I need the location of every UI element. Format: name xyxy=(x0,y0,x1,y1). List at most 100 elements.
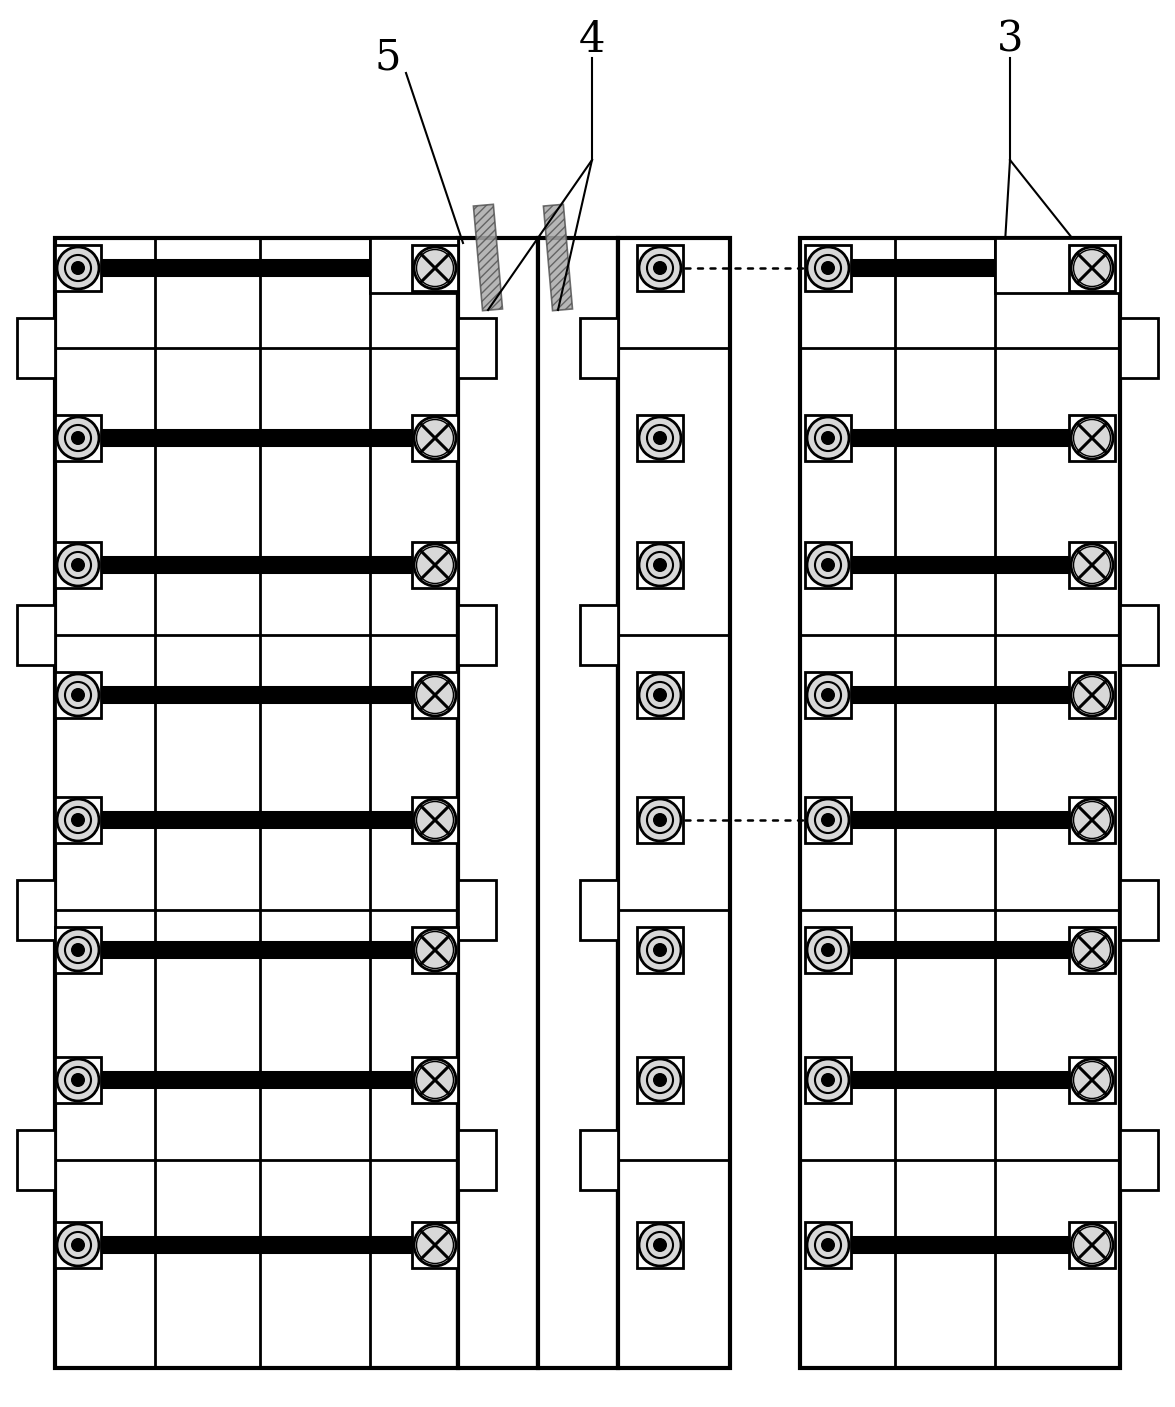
Bar xyxy=(1069,673,1115,718)
Bar xyxy=(805,927,851,974)
Bar xyxy=(805,673,851,718)
Bar xyxy=(16,1130,55,1190)
Bar xyxy=(55,245,101,291)
Circle shape xyxy=(58,799,99,841)
Circle shape xyxy=(639,674,682,716)
Circle shape xyxy=(58,674,99,716)
Circle shape xyxy=(807,799,850,841)
Circle shape xyxy=(821,1074,834,1086)
Circle shape xyxy=(1070,674,1113,716)
Bar xyxy=(412,927,458,974)
Circle shape xyxy=(653,559,666,571)
Bar xyxy=(1069,542,1115,588)
Circle shape xyxy=(72,688,85,701)
Circle shape xyxy=(639,545,682,585)
Bar xyxy=(16,879,55,940)
Bar xyxy=(580,605,618,666)
Circle shape xyxy=(1070,248,1113,288)
Bar xyxy=(805,796,851,843)
Bar xyxy=(580,879,618,940)
Bar xyxy=(412,673,458,718)
Circle shape xyxy=(414,799,456,841)
Circle shape xyxy=(807,416,850,459)
Circle shape xyxy=(639,248,682,288)
Bar xyxy=(55,673,101,718)
Circle shape xyxy=(1070,416,1113,459)
Circle shape xyxy=(821,813,834,826)
Bar xyxy=(412,796,458,843)
Circle shape xyxy=(58,545,99,585)
Circle shape xyxy=(639,799,682,841)
Bar xyxy=(458,605,496,666)
Text: 4: 4 xyxy=(579,20,605,61)
Circle shape xyxy=(807,545,850,585)
Bar xyxy=(370,238,458,293)
Text: 5: 5 xyxy=(375,37,401,79)
Circle shape xyxy=(807,1224,850,1266)
Bar xyxy=(55,796,101,843)
Circle shape xyxy=(414,929,456,971)
Circle shape xyxy=(72,432,85,445)
Bar xyxy=(1069,927,1115,974)
Circle shape xyxy=(821,1238,834,1251)
Circle shape xyxy=(639,1224,682,1266)
Circle shape xyxy=(72,1074,85,1086)
Circle shape xyxy=(807,1059,850,1102)
Circle shape xyxy=(58,1224,99,1266)
Bar xyxy=(637,415,683,461)
Bar xyxy=(805,1057,851,1103)
Bar xyxy=(637,1223,683,1268)
Bar xyxy=(412,245,458,291)
Bar xyxy=(805,415,851,461)
Circle shape xyxy=(653,1238,666,1251)
Circle shape xyxy=(653,432,666,445)
Circle shape xyxy=(639,1059,682,1102)
Circle shape xyxy=(821,432,834,445)
Circle shape xyxy=(58,416,99,459)
Bar xyxy=(800,238,1120,1368)
Bar xyxy=(637,796,683,843)
Circle shape xyxy=(1070,929,1113,971)
Circle shape xyxy=(639,929,682,971)
Bar xyxy=(458,238,538,1368)
Bar xyxy=(580,1130,618,1190)
Circle shape xyxy=(414,416,456,459)
Bar xyxy=(637,927,683,974)
Circle shape xyxy=(58,1059,99,1102)
Circle shape xyxy=(653,688,666,701)
Circle shape xyxy=(58,929,99,971)
Circle shape xyxy=(58,248,99,288)
Bar xyxy=(1069,1223,1115,1268)
Bar xyxy=(55,927,101,974)
Circle shape xyxy=(1070,1224,1113,1266)
Circle shape xyxy=(821,559,834,571)
Circle shape xyxy=(821,262,834,274)
Circle shape xyxy=(72,813,85,826)
Text: 3: 3 xyxy=(996,20,1023,61)
Circle shape xyxy=(821,688,834,701)
Circle shape xyxy=(414,1224,456,1266)
Circle shape xyxy=(1070,1059,1113,1102)
Circle shape xyxy=(653,944,666,957)
Circle shape xyxy=(1070,799,1113,841)
Bar xyxy=(543,204,572,311)
Bar xyxy=(412,1223,458,1268)
Bar xyxy=(1069,796,1115,843)
Circle shape xyxy=(414,248,456,288)
Circle shape xyxy=(653,1074,666,1086)
Bar xyxy=(1120,318,1159,378)
Circle shape xyxy=(414,1059,456,1102)
Circle shape xyxy=(72,944,85,957)
Bar xyxy=(805,542,851,588)
Circle shape xyxy=(72,559,85,571)
Bar xyxy=(458,1130,496,1190)
Bar xyxy=(1069,415,1115,461)
Bar xyxy=(1120,879,1159,940)
Bar xyxy=(55,1057,101,1103)
Bar xyxy=(637,673,683,718)
Bar xyxy=(1069,245,1115,291)
Bar xyxy=(637,1057,683,1103)
Circle shape xyxy=(807,674,850,716)
Bar xyxy=(805,1223,851,1268)
Bar xyxy=(618,238,730,1368)
